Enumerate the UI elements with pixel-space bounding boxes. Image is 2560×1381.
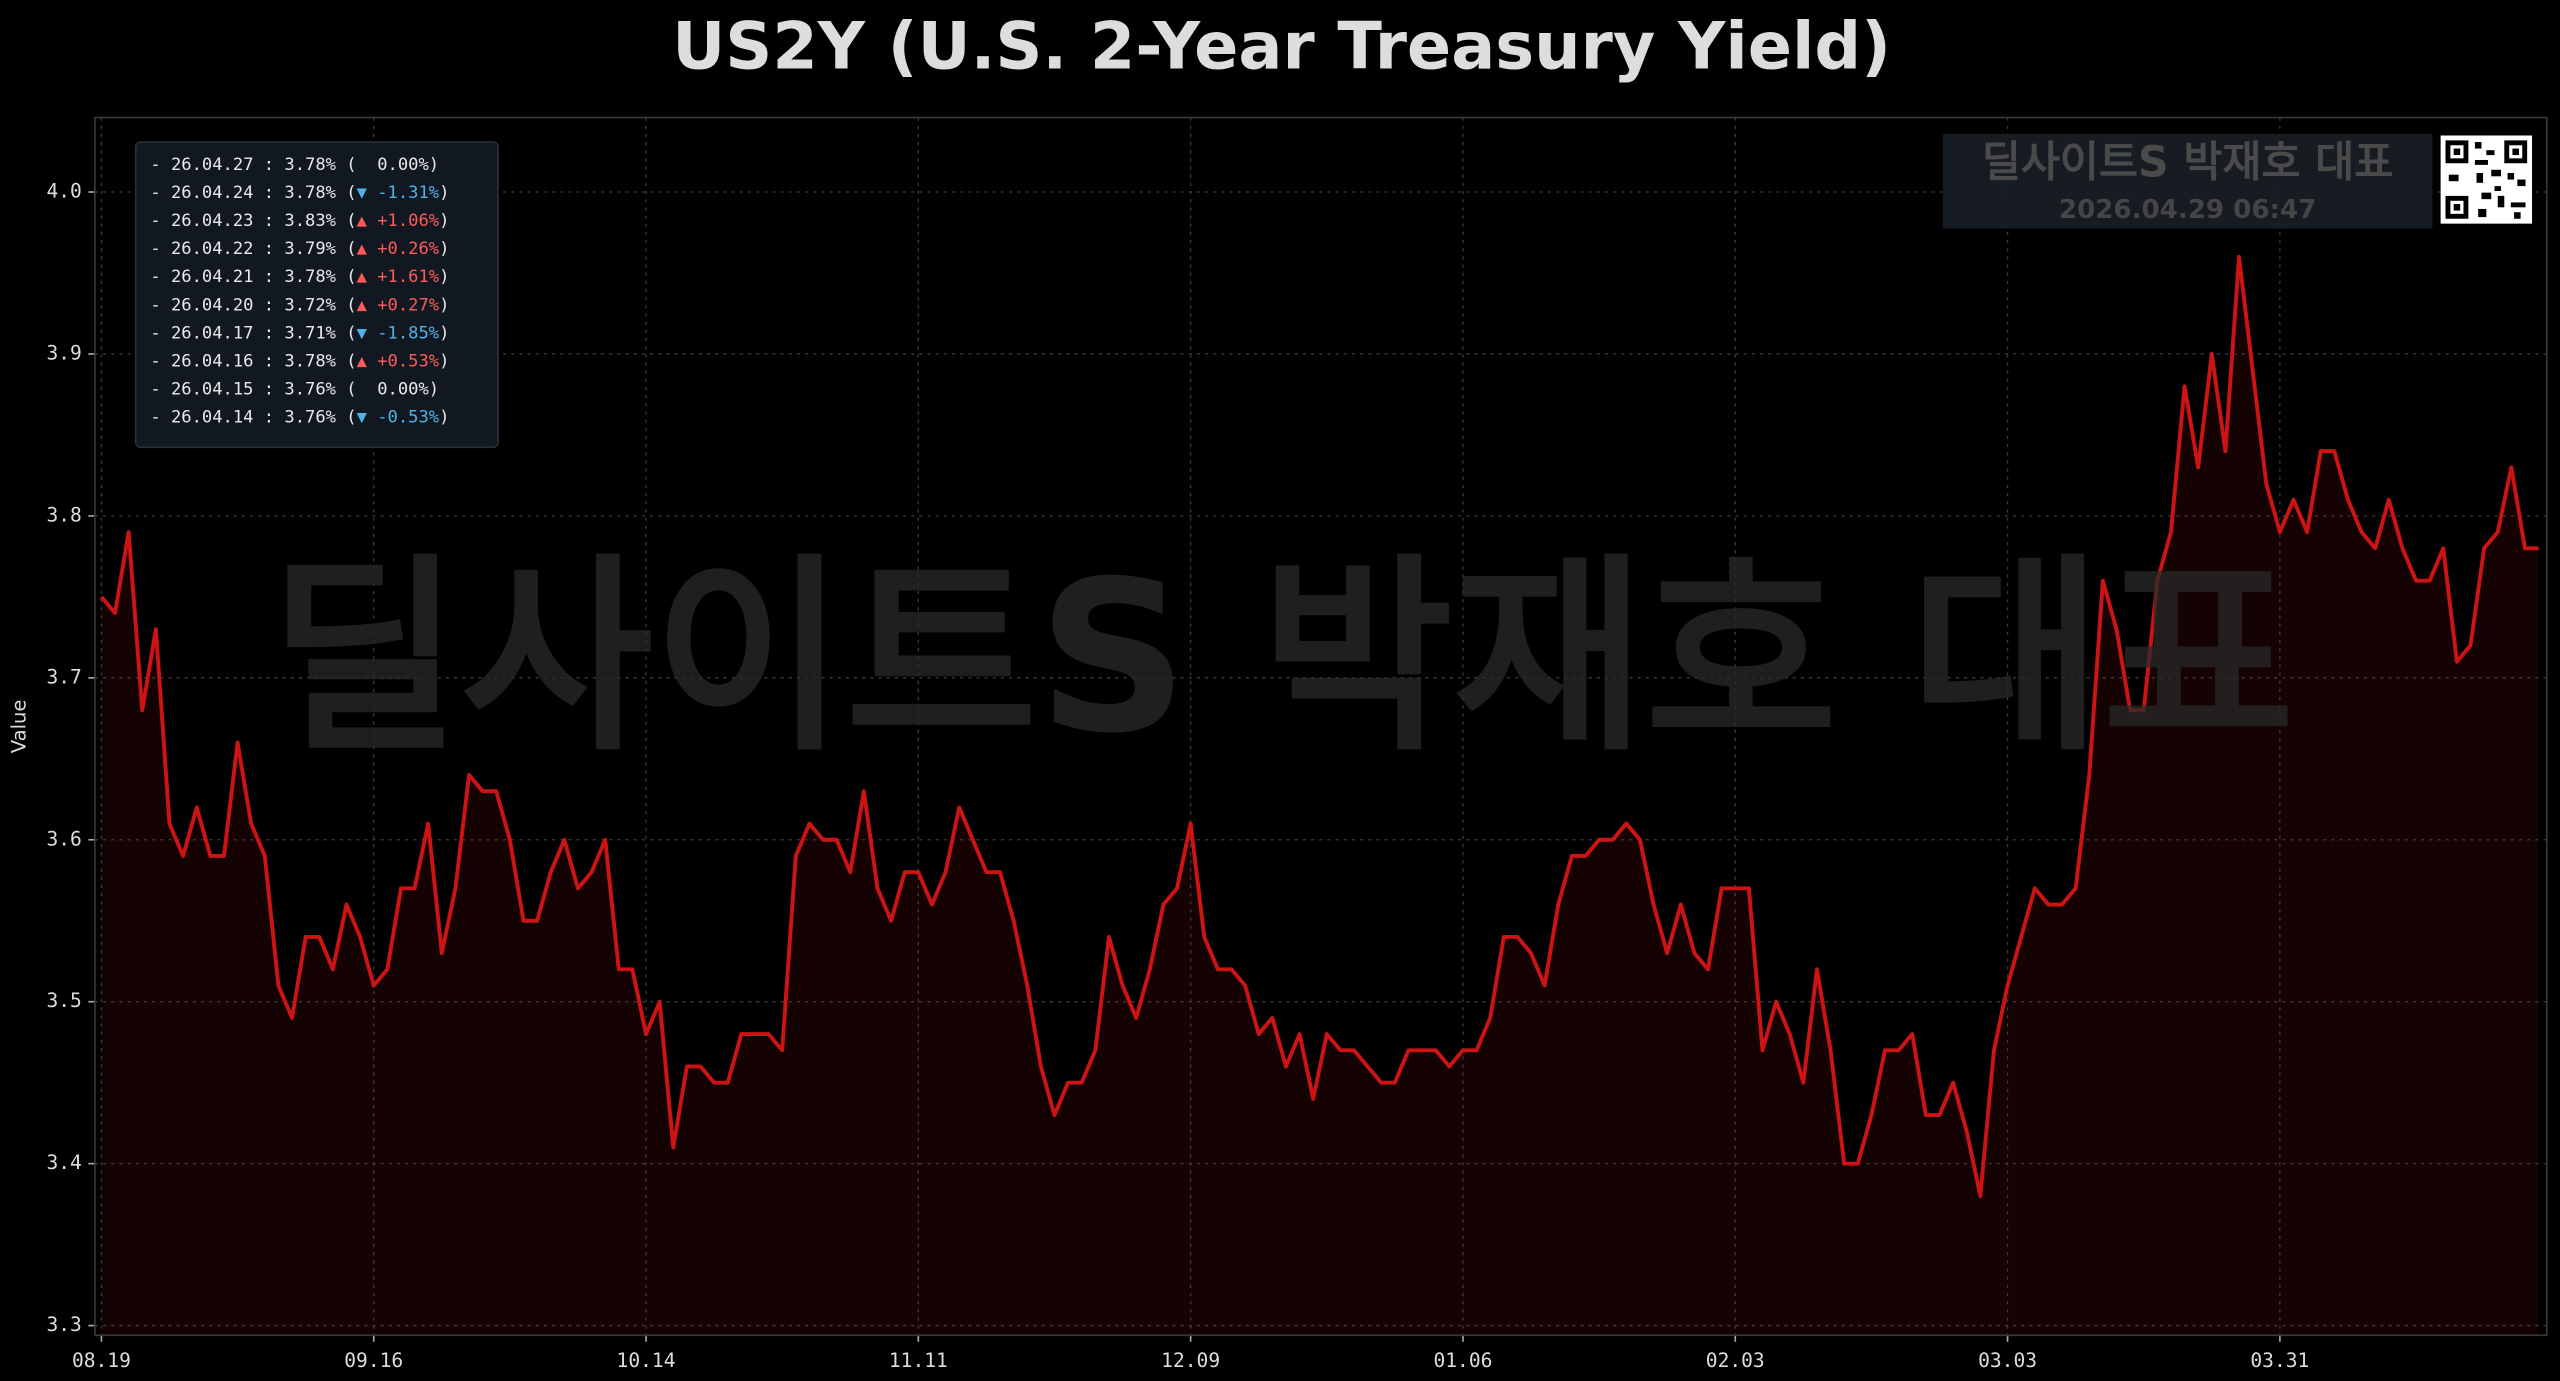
y-tick-label: 4.0	[46, 180, 81, 203]
watermark: 딜사이트S 박재호 대표	[269, 537, 2295, 780]
recent-end: )	[439, 408, 449, 428]
recent-change: 0.00%	[357, 155, 430, 175]
line	[99, 254, 2539, 1198]
y-tick-label: 3.6	[46, 827, 81, 850]
recent-change: 0.00%	[357, 379, 430, 399]
recent-line: - 26.04.21 : 3.78% (▲ +1.61%)	[150, 267, 449, 287]
recent-end: )	[439, 351, 449, 371]
recent-change: ▼ -0.53%	[357, 408, 440, 428]
x-tick-label: 11.11	[889, 1349, 948, 1372]
x-tick-label: 01.06	[1433, 1349, 1492, 1372]
recent-text: - 26.04.21 : 3.78% (	[150, 267, 356, 287]
recent-end: )	[439, 323, 449, 343]
recent-box: - 26.04.27 : 3.78% ( 0.00%)- 26.04.24 : …	[134, 141, 499, 449]
recent-change: ▲ +1.61%	[357, 267, 440, 287]
recent-line: - 26.04.15 : 3.76% ( 0.00%)	[150, 379, 439, 399]
y-tick-label: 3.3	[46, 1313, 81, 1336]
recent-text: - 26.04.20 : 3.72% (	[150, 295, 356, 315]
recent-change: ▼ -1.85%	[357, 323, 440, 343]
x-tick-label: 02.03	[1706, 1349, 1765, 1372]
x-tick-label: 03.03	[1978, 1349, 2037, 1372]
recent-text: - 26.04.23 : 3.83% (	[150, 211, 356, 231]
y-tick-label: 3.5	[46, 989, 81, 1012]
recent-line: - 26.04.14 : 3.76% (▼ -0.53%)	[150, 408, 449, 428]
x-tick-label: 10.14	[617, 1349, 676, 1372]
recent-change: ▲ +1.06%	[357, 211, 440, 231]
y-tick-label: 3.8	[46, 503, 81, 526]
recent-change: ▲ +0.27%	[357, 295, 440, 315]
plot-border	[94, 116, 2548, 1337]
y-tick-label: 3.9	[46, 341, 81, 364]
y-tick-label: 3.4	[46, 1151, 81, 1174]
recent-line: - 26.04.27 : 3.78% ( 0.00%)	[150, 155, 439, 175]
recent-change: ▲ +0.53%	[357, 351, 440, 371]
recent-change: ▼ -1.31%	[357, 183, 440, 203]
recent-line: - 26.04.17 : 3.71% (▼ -1.85%)	[150, 323, 449, 343]
brand-box: 딜사이트S 박재호 대표 2026.04.29 06:47	[1942, 133, 2533, 229]
plot-area: 3.3 3.4 3.5 3.6 3.7 3.8 3.9 4.0 08.19 09.16 10.14 1…	[46, 117, 2547, 1372]
brand-background	[1942, 133, 2433, 229]
recent-line: - 26.04.23 : 3.83% (▲ +1.06%)	[150, 211, 449, 231]
y-tick-label: 3.7	[46, 665, 81, 688]
recent-text: - 26.04.22 : 3.79% (	[150, 239, 356, 259]
recent-text: - 26.04.16 : 3.78% (	[150, 351, 356, 371]
recent-end: )	[439, 267, 449, 287]
recent-text: - 26.04.24 : 3.78% (	[150, 183, 356, 203]
recent-end: )	[439, 239, 449, 259]
qr-code	[2440, 135, 2533, 224]
recent-line: - 26.04.22 : 3.79% (▲ +0.26%)	[150, 239, 449, 259]
recent-text: - 26.04.15 : 3.76% (	[150, 379, 356, 399]
x-tick-label: 12.09	[1161, 1349, 1220, 1372]
recent-end: )	[439, 211, 449, 231]
recent-list: - 26.04.27 : 3.78% ( 0.00%)- 26.04.24 : …	[150, 155, 449, 428]
x-tick-label: 08.19	[72, 1349, 131, 1372]
recent-end: )	[429, 155, 439, 175]
recent-line: - 26.04.20 : 3.72% (▲ +0.27%)	[150, 295, 449, 315]
recent-text: - 26.04.27 : 3.78% (	[150, 155, 356, 175]
brand: 딜사이트S 박재호 대표	[1982, 138, 2394, 187]
recent-end: )	[439, 295, 449, 315]
chart-title: US2Y (U.S. 2-Year Treasury Yield)	[672, 9, 1891, 85]
recent-change: ▲ +0.26%	[357, 239, 440, 259]
recent-background	[134, 141, 499, 449]
x-tick-label: 09.16	[344, 1349, 403, 1372]
x-tick-label: 03.31	[2250, 1349, 2309, 1372]
recent-line: - 26.04.24 : 3.78% (▼ -1.31%)	[150, 183, 449, 203]
recent-end: )	[429, 379, 439, 399]
y-axis-label: Value	[7, 700, 30, 754]
area-fill	[101, 256, 2539, 1336]
timestamp: 2026.04.29 06:47	[2059, 195, 2316, 225]
recent-text: - 26.04.17 : 3.71% (	[150, 323, 356, 343]
recent-end: )	[439, 183, 449, 203]
recent-line: - 26.04.16 : 3.78% (▲ +0.53%)	[150, 351, 449, 371]
recent-text: - 26.04.14 : 3.76% (	[150, 408, 356, 428]
